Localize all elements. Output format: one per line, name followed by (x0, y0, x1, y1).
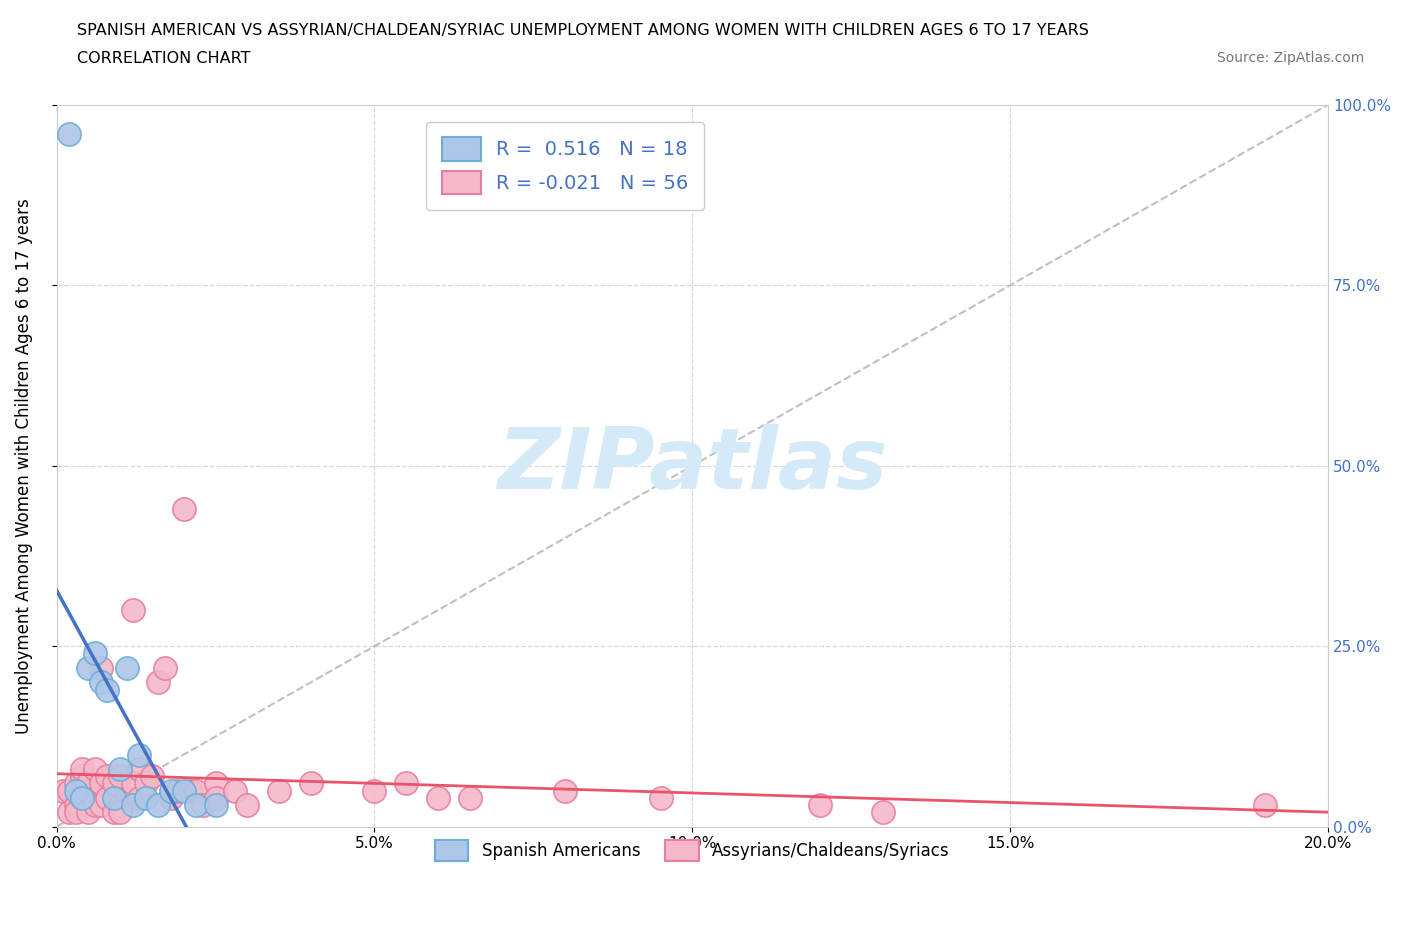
Point (204, 790, 226, 805)
Point (77, 804, 100, 819)
Legend: Spanish Americans, Assyrians/Chaldeans/Syriacs: Spanish Americans, Assyrians/Chaldeans/S… (427, 832, 957, 869)
Point (650, 790, 672, 805)
Point (52, 783, 75, 798)
Point (224, 783, 246, 798)
Point (122, 776, 145, 790)
Point (90, 675, 112, 690)
Text: ZIPatlas: ZIPatlas (498, 424, 887, 507)
Point (90, 798, 112, 813)
Point (122, 603, 145, 618)
Point (70, 790, 93, 805)
Point (96, 682, 118, 697)
Point (128, 790, 150, 805)
Point (160, 790, 183, 805)
Point (808, 798, 831, 813)
Point (148, 675, 170, 690)
Point (191, 798, 214, 813)
Point (70, 762, 93, 777)
Point (141, 769, 163, 784)
Point (299, 776, 322, 790)
Point (70, 790, 93, 805)
Point (103, 776, 125, 790)
Point (166, 783, 188, 798)
Point (77, 783, 100, 798)
Point (90, 660, 112, 675)
Point (179, 783, 201, 798)
Point (173, 501, 195, 516)
Text: CORRELATION CHART: CORRELATION CHART (77, 51, 250, 66)
Point (108, 804, 131, 819)
Point (83, 790, 105, 805)
Point (115, 660, 138, 675)
Point (204, 798, 226, 813)
Point (554, 783, 576, 798)
Point (1253, 798, 1275, 813)
Y-axis label: Unemployment Among Women with Children Ages 6 to 17 years: Unemployment Among Women with Children A… (15, 198, 32, 734)
Point (160, 783, 183, 798)
Point (83, 762, 105, 777)
Point (96, 769, 118, 784)
Text: SPANISH AMERICAN VS ASSYRIAN/CHALDEAN/SYRIAC UNEMPLOYMENT AMONG WOMEN WITH CHILD: SPANISH AMERICAN VS ASSYRIAN/CHALDEAN/SY… (77, 23, 1090, 38)
Point (65, 776, 87, 790)
Point (77, 798, 100, 813)
Point (83, 646, 105, 661)
Point (65, 798, 87, 813)
Point (83, 798, 105, 813)
Point (58, 804, 80, 819)
Point (77, 660, 100, 675)
Point (458, 790, 481, 805)
Point (108, 769, 131, 784)
Point (103, 790, 125, 805)
Point (427, 790, 450, 805)
Point (65, 783, 87, 798)
Point (128, 747, 150, 762)
Point (70, 769, 93, 784)
Point (148, 798, 170, 813)
Point (58, 783, 80, 798)
Point (173, 783, 195, 798)
Point (58, 126, 80, 141)
Point (186, 783, 208, 798)
Point (108, 762, 131, 777)
Point (135, 790, 157, 805)
Point (236, 798, 259, 813)
Point (90, 776, 112, 790)
Point (872, 804, 894, 819)
Point (96, 790, 118, 805)
Point (122, 798, 145, 813)
Point (103, 804, 125, 819)
Point (269, 783, 291, 798)
Point (128, 762, 150, 777)
Point (108, 798, 131, 813)
Point (135, 776, 157, 790)
Point (186, 798, 208, 813)
Point (115, 790, 138, 805)
Point (77, 776, 100, 790)
Point (65, 804, 87, 819)
Point (204, 776, 226, 790)
Point (363, 783, 385, 798)
Point (395, 776, 418, 790)
Text: Source: ZipAtlas.com: Source: ZipAtlas.com (1216, 51, 1364, 65)
Point (153, 660, 176, 675)
